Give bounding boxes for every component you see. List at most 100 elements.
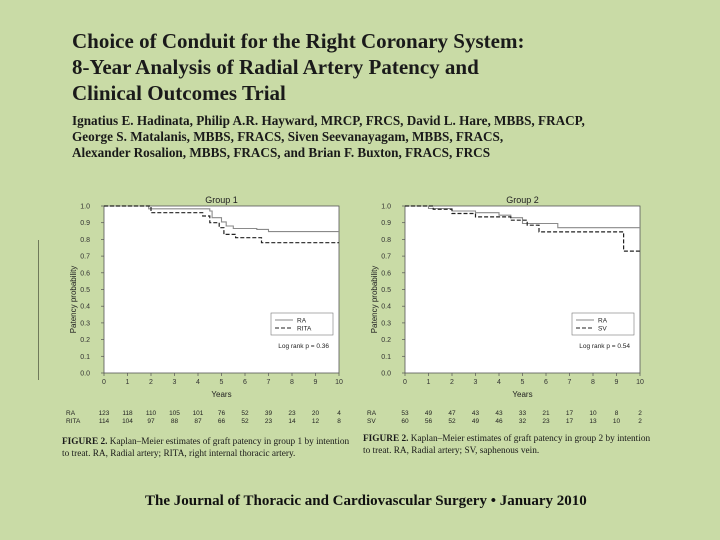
risk-table-cell: 8 bbox=[615, 410, 619, 417]
title-line: Choice of Conduit for the Right Coronary… bbox=[72, 29, 525, 53]
risk-table-cell: 123 bbox=[99, 410, 110, 417]
y-tick-label: 0.7 bbox=[381, 254, 391, 261]
risk-table-cell: 43 bbox=[472, 410, 480, 417]
y-tick-label: 0.7 bbox=[80, 254, 90, 261]
risk-table-cell: 43 bbox=[495, 410, 503, 417]
risk-table-cell: 14 bbox=[288, 418, 296, 425]
y-tick-label: 0.1 bbox=[80, 354, 90, 361]
caption-text: Kaplan–Meier estimates of graft patency … bbox=[363, 434, 651, 456]
risk-table-cell: 87 bbox=[194, 418, 202, 425]
x-tick-label: 4 bbox=[196, 379, 200, 386]
y-tick-label: 0.9 bbox=[80, 220, 90, 227]
x-tick-label: 1 bbox=[427, 379, 431, 386]
risk-table-cell: 10 bbox=[613, 418, 621, 425]
risk-table-cell: 10 bbox=[589, 410, 597, 417]
x-tick-label: 6 bbox=[544, 379, 548, 386]
risk-table-cell: 104 bbox=[122, 418, 133, 425]
risk-table-cell: 56 bbox=[425, 418, 433, 425]
x-tick-label: 5 bbox=[521, 379, 525, 386]
risk-table-cell: 52 bbox=[241, 418, 249, 425]
log-rank-annotation: Log rank p = 0.54 bbox=[579, 343, 630, 350]
legend-box bbox=[270, 312, 334, 336]
journal-citation: The Journal of Thoracic and Cardiovascul… bbox=[145, 493, 587, 509]
y-tick-label: 0.2 bbox=[381, 337, 391, 344]
caption-label: FIGURE 2. bbox=[363, 434, 409, 444]
chart-title: Group 2 bbox=[506, 195, 539, 205]
risk-table-cell: 46 bbox=[495, 418, 503, 425]
series-line-ra bbox=[405, 205, 640, 229]
risk-table-cell: 105 bbox=[169, 410, 180, 417]
x-tick-label: 9 bbox=[314, 379, 318, 386]
risk-table-cell: 32 bbox=[519, 418, 527, 425]
x-tick-label: 0 bbox=[403, 379, 407, 386]
y-tick-label: 0.8 bbox=[80, 237, 90, 244]
x-tick-label: 10 bbox=[335, 379, 343, 386]
figure-caption-group-2: FIGURE 2. Kaplan–Meier estimates of graf… bbox=[363, 433, 653, 457]
risk-table-cell: 21 bbox=[542, 410, 550, 417]
risk-table-cell: 12 bbox=[312, 418, 320, 425]
risk-table-cell: 66 bbox=[218, 418, 226, 425]
legend-label: RA bbox=[598, 318, 608, 325]
risk-table-cell: 2 bbox=[638, 418, 642, 425]
figure-group-1: Group 1 0.0 0.1 0.2 0.3 0.4 0.5 0.6 0.7 0.8 0.9 1.0… bbox=[62, 193, 352, 433]
y-tick-label: 0.3 bbox=[381, 320, 391, 327]
author-line: Ignatius E. Hadinata, Philip A.R. Haywar… bbox=[72, 113, 585, 128]
risk-table-cell: 49 bbox=[425, 410, 433, 417]
slide-divider bbox=[38, 240, 39, 380]
km-chart-group-1: Group 1 0.0 0.1 0.2 0.3 0.4 0.5 0.6 0.7 0.8 0.9 1.0… bbox=[66, 195, 343, 425]
risk-table-cell: 23 bbox=[288, 410, 296, 417]
x-tick-label: 1 bbox=[126, 379, 130, 386]
risk-table-cell: 17 bbox=[566, 410, 574, 417]
caption-label: FIGURE 2. bbox=[62, 437, 108, 447]
y-axis-label: Patency probability bbox=[69, 266, 78, 334]
x-tick-label: 10 bbox=[636, 379, 644, 386]
risk-table-cell: 23 bbox=[265, 418, 273, 425]
y-tick-label: 0.5 bbox=[80, 287, 90, 294]
risk-table-cell: 52 bbox=[241, 410, 249, 417]
x-axis-label: Years bbox=[211, 390, 231, 399]
y-tick-label: 1.0 bbox=[381, 204, 391, 211]
plot-area bbox=[103, 205, 340, 374]
x-tick-label: 6 bbox=[243, 379, 247, 386]
y-tick-label: 0.5 bbox=[381, 287, 391, 294]
plot-area bbox=[404, 205, 641, 374]
risk-table-cell: 17 bbox=[566, 418, 574, 425]
risk-table-cell: 118 bbox=[122, 410, 133, 417]
legend-label: RA bbox=[297, 318, 307, 325]
caption-text: Kaplan–Meier estimates of graft patency … bbox=[62, 437, 350, 459]
risk-table-cell: 97 bbox=[147, 418, 155, 425]
risk-table-cell: 13 bbox=[589, 418, 597, 425]
chart-title: Group 1 bbox=[205, 195, 238, 205]
risk-table-cell: 23 bbox=[542, 418, 550, 425]
y-tick-label: 0.0 bbox=[80, 371, 90, 378]
author-line: George S. Matalanis, MBBS, FRACS, Siven … bbox=[72, 129, 504, 144]
x-tick-label: 7 bbox=[267, 379, 271, 386]
km-chart-group-2: Group 2 0.0 0.1 0.2 0.3 0.4 0.5 0.6 0.7 0.8 0.9 1.0… bbox=[367, 195, 644, 425]
series-line-rita bbox=[104, 205, 339, 244]
x-tick-label: 4 bbox=[497, 379, 501, 386]
y-tick-label: 0.0 bbox=[381, 371, 391, 378]
x-tick-label: 3 bbox=[173, 379, 177, 386]
figure-caption-group-1: FIGURE 2. Kaplan–Meier estimates of graf… bbox=[62, 436, 352, 460]
x-tick-label: 8 bbox=[290, 379, 294, 386]
series-line-ra bbox=[104, 205, 339, 233]
y-tick-label: 0.1 bbox=[381, 354, 391, 361]
y-tick-label: 0.2 bbox=[80, 337, 90, 344]
y-axis-label: Patency probability bbox=[370, 266, 379, 334]
risk-table-cell: 76 bbox=[218, 410, 226, 417]
risk-table-row-label: SV bbox=[367, 418, 376, 425]
risk-table-cell: 60 bbox=[401, 418, 409, 425]
y-tick-label: 0.4 bbox=[80, 304, 90, 311]
legend-label: RITA bbox=[297, 326, 312, 333]
risk-table-row-label: RITA bbox=[66, 418, 81, 425]
slide-title: Choice of Conduit for the Right Coronary… bbox=[72, 28, 672, 106]
risk-table-cell: 114 bbox=[99, 418, 110, 425]
legend-label: SV bbox=[598, 326, 607, 333]
y-tick-label: 0.9 bbox=[381, 220, 391, 227]
risk-table-cell: 20 bbox=[312, 410, 320, 417]
x-tick-label: 8 bbox=[591, 379, 595, 386]
risk-table-cell: 88 bbox=[171, 418, 179, 425]
log-rank-annotation: Log rank p = 0.36 bbox=[278, 343, 329, 350]
risk-table-cell: 49 bbox=[472, 418, 480, 425]
x-tick-label: 9 bbox=[615, 379, 619, 386]
